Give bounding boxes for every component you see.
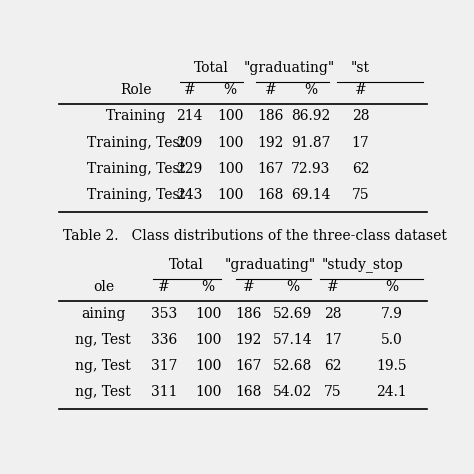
Text: ng, Test: ng, Test [75,385,131,400]
Text: 167: 167 [235,359,262,373]
Text: 7.9: 7.9 [381,307,402,320]
Text: %: % [286,280,299,294]
Text: 24.1: 24.1 [376,385,407,400]
Text: 28: 28 [352,109,369,123]
Text: 75: 75 [352,188,369,202]
Text: 5.0: 5.0 [381,333,402,347]
Text: 100: 100 [195,307,221,320]
Text: 100: 100 [195,359,221,373]
Text: 54.02: 54.02 [273,385,312,400]
Text: 91.87: 91.87 [291,136,331,150]
Text: 243: 243 [176,188,203,202]
Text: "graduating": "graduating" [243,61,335,75]
Text: 28: 28 [324,307,342,320]
Text: 186: 186 [235,307,262,320]
Text: ng, Test: ng, Test [75,359,131,373]
Text: 100: 100 [217,188,243,202]
Text: 192: 192 [235,333,262,347]
Text: 100: 100 [195,333,221,347]
Text: 52.68: 52.68 [273,359,312,373]
Text: 62: 62 [352,162,369,176]
Text: 75: 75 [324,385,342,400]
Text: #: # [184,83,196,97]
Text: 229: 229 [176,162,203,176]
Text: #: # [243,280,255,294]
Text: %: % [201,280,215,294]
Text: Training, Test: Training, Test [87,162,185,176]
Text: 214: 214 [176,109,203,123]
Text: #: # [264,83,276,97]
Text: 168: 168 [257,188,283,202]
Text: Training, Test: Training, Test [87,188,185,202]
Text: Training: Training [106,109,166,123]
Text: 17: 17 [352,136,369,150]
Text: %: % [385,280,398,294]
Text: Role: Role [121,83,152,97]
Text: Training, Test: Training, Test [87,136,185,150]
Text: Total: Total [169,258,203,272]
Text: 336: 336 [151,333,177,347]
Text: ole: ole [93,280,114,294]
Text: 168: 168 [235,385,262,400]
Text: Total: Total [194,61,229,75]
Text: 100: 100 [217,109,243,123]
Text: 72.93: 72.93 [291,162,330,176]
Text: 186: 186 [257,109,283,123]
Text: "study_stop: "study_stop [321,257,403,273]
Text: Table 2.   Class distributions of the three-class dataset: Table 2. Class distributions of the thre… [63,229,447,243]
Text: 57.14: 57.14 [273,333,312,347]
Text: %: % [224,83,237,97]
Text: 69.14: 69.14 [291,188,331,202]
Text: 62: 62 [324,359,342,373]
Text: 17: 17 [324,333,342,347]
Text: 100: 100 [217,162,243,176]
Text: 353: 353 [151,307,177,320]
Text: 317: 317 [151,359,177,373]
Text: #: # [327,280,339,294]
Text: 311: 311 [151,385,177,400]
Text: ng, Test: ng, Test [75,333,131,347]
Text: 86.92: 86.92 [291,109,330,123]
Text: "graduating": "graduating" [225,258,316,272]
Text: 192: 192 [257,136,283,150]
Text: #: # [158,280,170,294]
Text: 100: 100 [217,136,243,150]
Text: 100: 100 [195,385,221,400]
Text: aining: aining [81,307,126,320]
Text: 167: 167 [257,162,284,176]
Text: "st: "st [351,61,370,75]
Text: #: # [355,83,366,97]
Text: %: % [304,83,318,97]
Text: 209: 209 [176,136,203,150]
Text: 52.69: 52.69 [273,307,312,320]
Text: 19.5: 19.5 [376,359,407,373]
